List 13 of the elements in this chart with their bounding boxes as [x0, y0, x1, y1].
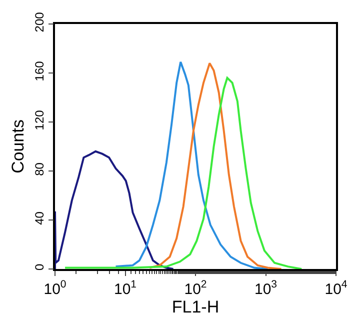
x-tick-label: 10$^{0}$	[44, 278, 66, 298]
y-tick-label: 40	[32, 211, 46, 225]
x-tick-label: 10$^{2}$	[184, 278, 207, 298]
y-tick-label: 200	[32, 12, 46, 32]
x-tick-label: 10$^{1}$	[114, 278, 137, 298]
y-axis-title: Counts	[8, 120, 28, 174]
y-tick-label: 0	[32, 264, 46, 271]
x-axis-title: FL1-H	[172, 298, 220, 317]
y-tick-label: 80	[32, 162, 46, 176]
y-tick-label: 160	[32, 60, 46, 82]
x-tick-label: 10$^{3}$	[254, 278, 278, 298]
y-tick-label: 120	[32, 110, 46, 130]
x-tick-label: 10$^{4}$	[324, 278, 348, 298]
